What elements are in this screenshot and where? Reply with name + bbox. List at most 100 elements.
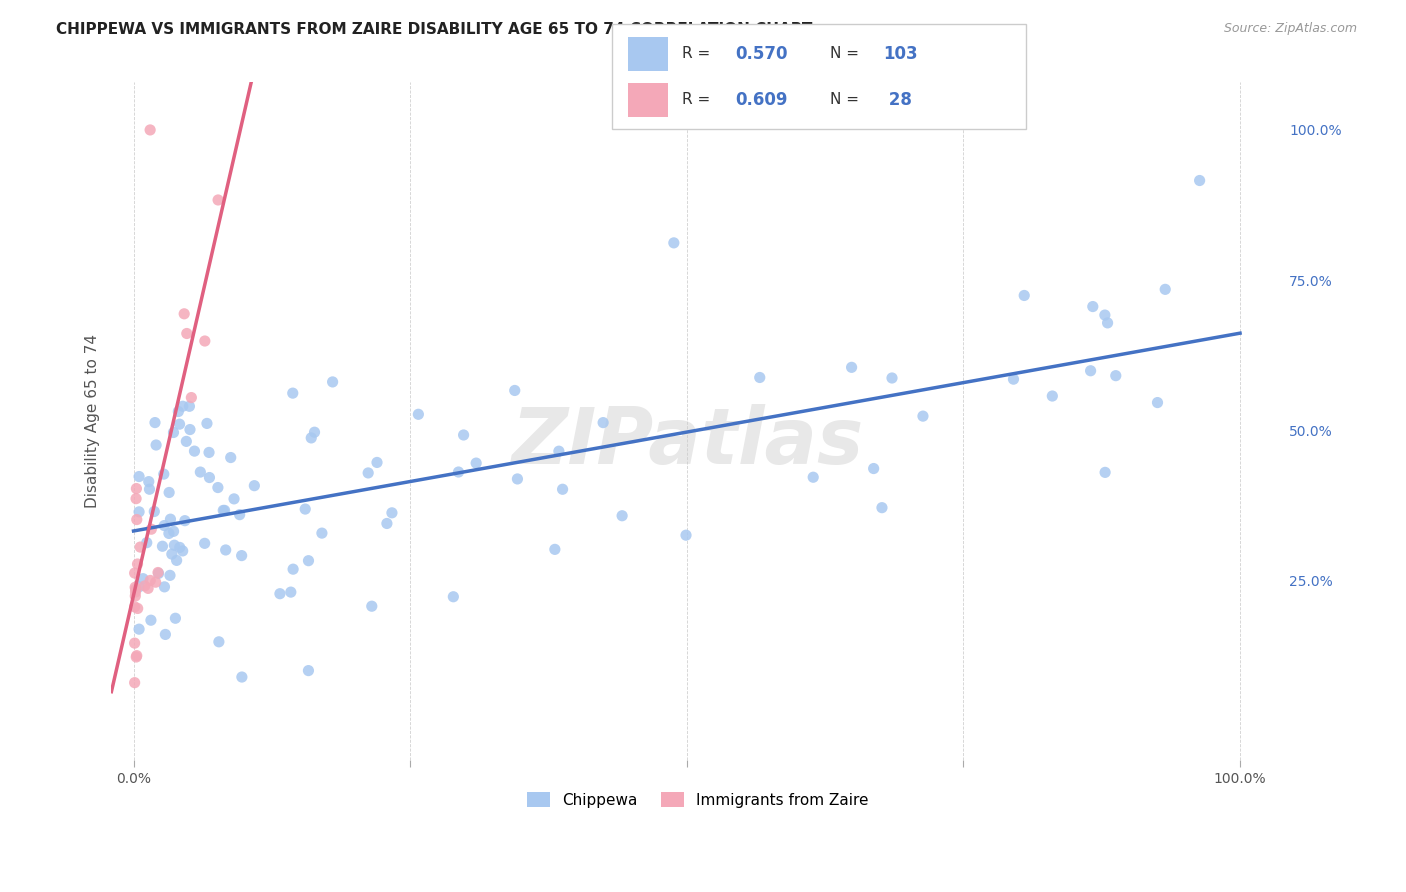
Point: [408, 407, 430, 421]
Text: N =: N =: [830, 46, 863, 61]
Point: [862, 461, 884, 475]
Point: [166, 553, 188, 567]
Point: [675, 528, 697, 542]
Point: [222, 491, 245, 506]
Point: [281, 562, 304, 576]
Point: [176, 326, 198, 341]
Point: [281, 386, 304, 401]
Point: [125, 512, 148, 526]
Point: [357, 466, 380, 480]
Point: [124, 589, 146, 603]
Point: [176, 434, 198, 449]
Point: [198, 445, 221, 459]
Point: [139, 123, 162, 137]
Point: [207, 193, 229, 207]
Point: [172, 399, 194, 413]
Point: [870, 500, 893, 515]
Point: [360, 599, 382, 614]
Point: [183, 444, 205, 458]
Point: [215, 543, 238, 558]
Point: [280, 585, 302, 599]
Point: [198, 470, 221, 484]
Point: [143, 504, 166, 518]
Point: [194, 334, 217, 348]
Point: [128, 580, 150, 594]
Point: [551, 483, 574, 497]
Point: [179, 423, 201, 437]
Point: [124, 582, 146, 597]
Point: [128, 622, 150, 636]
Point: [127, 557, 149, 571]
Point: [160, 547, 183, 561]
Point: [214, 503, 236, 517]
Point: [135, 535, 157, 549]
Point: [128, 469, 150, 483]
Point: [322, 375, 344, 389]
Point: [155, 627, 177, 641]
Point: [592, 416, 614, 430]
Text: Source: ZipAtlas.com: Source: ZipAtlas.com: [1223, 22, 1357, 36]
Point: [212, 503, 235, 517]
Point: [180, 391, 202, 405]
Point: [148, 566, 170, 581]
Point: [125, 650, 148, 665]
Point: [173, 307, 195, 321]
Text: 0.609: 0.609: [735, 91, 787, 109]
Point: [128, 505, 150, 519]
Point: [662, 235, 685, 250]
Point: [453, 428, 475, 442]
Point: [1097, 316, 1119, 330]
Point: [375, 516, 398, 531]
Point: [162, 524, 184, 539]
Point: [169, 417, 191, 432]
Point: [506, 472, 529, 486]
Point: [139, 613, 162, 627]
Point: [548, 444, 571, 458]
Point: [207, 481, 229, 495]
Point: [124, 636, 146, 650]
Point: [157, 485, 180, 500]
Point: [163, 538, 186, 552]
Point: [139, 574, 162, 588]
Text: 0.570: 0.570: [735, 45, 787, 62]
Point: [269, 587, 291, 601]
Point: [544, 542, 567, 557]
Point: [841, 360, 863, 375]
Text: N =: N =: [830, 93, 863, 107]
Point: [1146, 395, 1168, 409]
Point: [231, 670, 253, 684]
Point: [167, 404, 190, 418]
Point: [231, 549, 253, 563]
Point: [153, 518, 176, 533]
Point: [153, 580, 176, 594]
Point: [880, 371, 903, 385]
Text: CHIPPEWA VS IMMIGRANTS FROM ZAIRE DISABILITY AGE 65 TO 74 CORRELATION CHART: CHIPPEWA VS IMMIGRANTS FROM ZAIRE DISABI…: [56, 22, 813, 37]
Point: [124, 566, 146, 580]
Point: [441, 590, 464, 604]
Point: [141, 522, 163, 536]
Point: [1105, 368, 1128, 383]
Point: [125, 491, 148, 506]
Point: [124, 580, 146, 594]
Point: [1080, 364, 1102, 378]
Point: [143, 416, 166, 430]
Point: [127, 601, 149, 615]
Point: [125, 482, 148, 496]
Text: R =: R =: [682, 46, 716, 61]
Point: [124, 599, 146, 614]
Point: [1154, 282, 1177, 296]
Point: [311, 526, 333, 541]
Point: [465, 456, 488, 470]
Point: [208, 635, 231, 649]
Y-axis label: Disability Age 65 to 74: Disability Age 65 to 74: [86, 334, 100, 508]
Point: [172, 544, 194, 558]
Point: [195, 417, 218, 431]
Point: [138, 482, 160, 496]
Point: [129, 540, 152, 554]
Point: [132, 572, 155, 586]
Point: [134, 579, 156, 593]
Point: [136, 582, 159, 596]
Point: [1094, 466, 1116, 480]
Point: [152, 539, 174, 553]
Point: [381, 506, 404, 520]
